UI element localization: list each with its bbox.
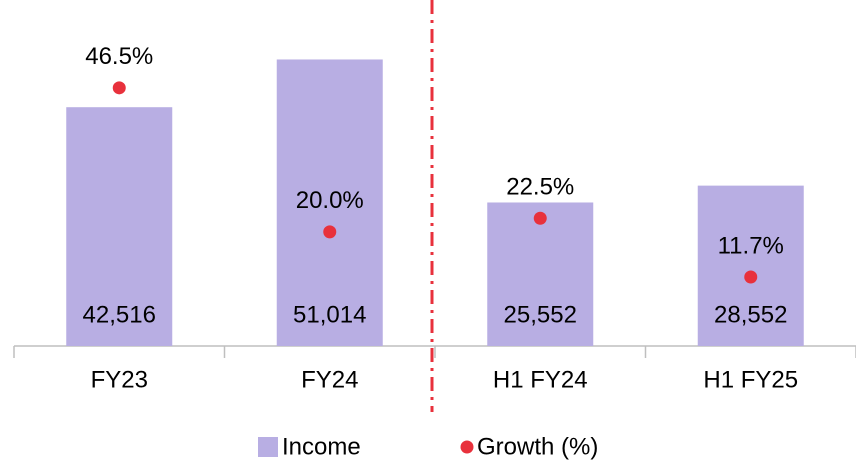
growth-label: 11.7% bbox=[718, 232, 784, 259]
bar-value-label: 51,014 bbox=[293, 301, 366, 328]
growth-dot bbox=[744, 270, 758, 284]
bar bbox=[276, 59, 383, 346]
bar bbox=[66, 107, 173, 346]
x-tick-label: FY23 bbox=[91, 366, 148, 393]
x-tick-label: FY24 bbox=[301, 366, 358, 393]
bar bbox=[487, 202, 594, 346]
growth-dot bbox=[112, 81, 126, 95]
legend-swatch bbox=[258, 437, 278, 457]
growth-dot bbox=[533, 211, 547, 225]
growth-label: 22.5% bbox=[506, 174, 574, 201]
bar-value-label: 25,552 bbox=[504, 301, 577, 328]
bar-value-label: 42,516 bbox=[83, 301, 156, 328]
x-tick-label: H1 FY24 bbox=[493, 366, 588, 393]
growth-label: 46.5% bbox=[85, 43, 153, 70]
growth-label: 20.0% bbox=[296, 187, 364, 214]
x-tick-label: H1 FY25 bbox=[703, 366, 798, 393]
legend-label: Income bbox=[282, 433, 361, 460]
legend-swatch bbox=[460, 440, 474, 454]
growth-dot bbox=[323, 225, 337, 239]
legend-label: Growth (%) bbox=[477, 433, 598, 460]
bar-value-label: 28,552 bbox=[714, 301, 787, 328]
bar bbox=[697, 185, 804, 346]
